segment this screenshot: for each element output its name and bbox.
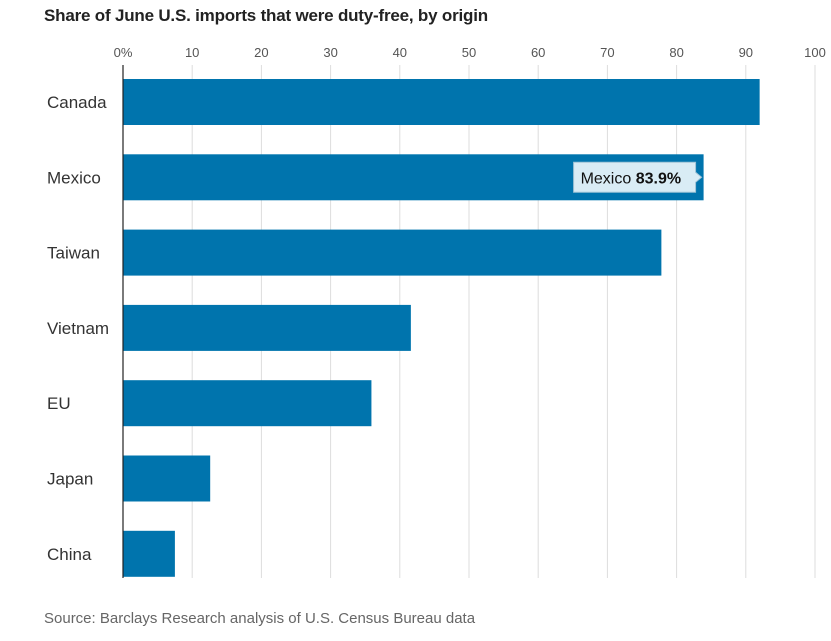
x-tick-label: 80 (669, 45, 683, 60)
x-tick-label: 20 (254, 45, 268, 60)
bar-vietnam (123, 304, 411, 351)
bars (123, 79, 760, 577)
value-tooltip: Mexico 83.9% (573, 161, 703, 193)
x-tick-label: 70 (600, 45, 614, 60)
x-tick-label: 100 (804, 45, 826, 60)
category-label: Japan (47, 470, 93, 489)
x-tick-label: 40 (393, 45, 407, 60)
bar-eu (123, 380, 372, 427)
x-axis-ticks: 0% 10 20 30 40 50 60 70 80 90 100 (114, 45, 826, 60)
category-label: Vietnam (47, 319, 109, 338)
x-tick-label: 50 (462, 45, 476, 60)
category-label: Taiwan (47, 244, 100, 263)
tooltip-box (573, 161, 703, 193)
x-tick-label: 0% (114, 45, 133, 60)
tooltip-label: Mexico 83.9% (581, 170, 682, 187)
x-tick-label: 10 (185, 45, 199, 60)
tooltip-category: Mexico (581, 170, 636, 187)
category-label: Mexico (47, 168, 101, 187)
bar-taiwan (123, 229, 662, 276)
category-labels: Canada Mexico Taiwan Vietnam EU Japan China (47, 93, 109, 564)
bar-canada (123, 79, 760, 125)
chart-source: Source: Barclays Research analysis of U.… (44, 610, 476, 627)
x-tick-label: 90 (739, 45, 753, 60)
x-tick-label: 30 (323, 45, 337, 60)
bar-china (123, 530, 175, 577)
category-label: Canada (47, 93, 107, 112)
bar-japan (123, 455, 211, 502)
tooltip-value: 83.9% (636, 170, 681, 187)
category-label: EU (47, 394, 71, 413)
chart-title: Share of June U.S. imports that were dut… (44, 6, 488, 25)
x-tick-label: 60 (531, 45, 545, 60)
category-label: China (47, 545, 92, 564)
